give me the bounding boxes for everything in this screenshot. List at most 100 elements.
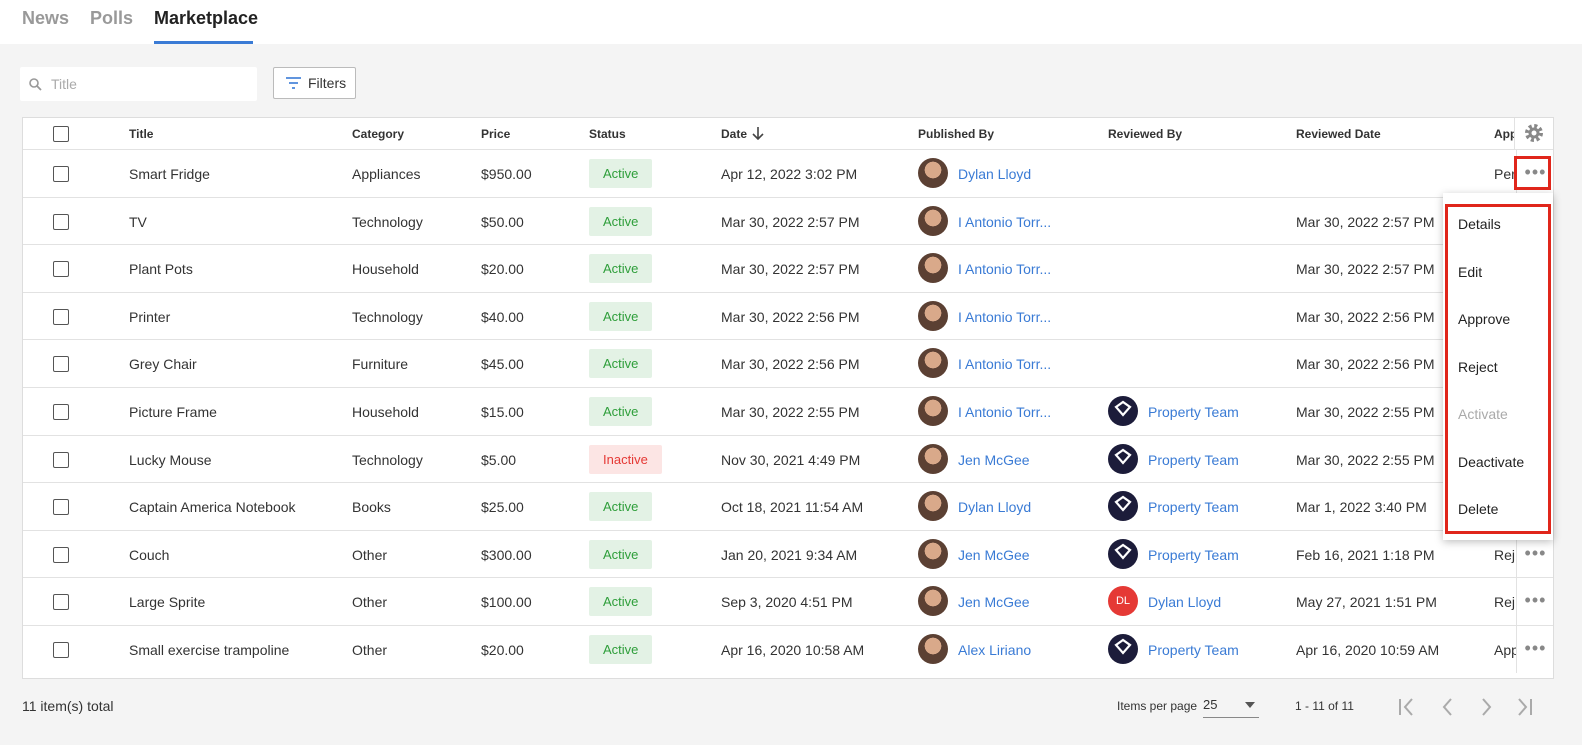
publisher-link[interactable]: I Antonio Torr... — [958, 308, 1052, 325]
reviewer-link[interactable]: Dylan Lloyd — [1148, 594, 1222, 611]
row-checkbox[interactable] — [53, 451, 69, 468]
team-logo — [1108, 396, 1138, 426]
logo-mark — [1114, 543, 1132, 560]
price-cell: $45.00 — [481, 356, 524, 373]
publisher-link[interactable]: I Antonio Torr... — [958, 261, 1052, 278]
column-header[interactable]: Reviewed By — [1108, 127, 1183, 141]
approval-cell: Rej — [1494, 594, 1516, 611]
menu-item[interactable]: Approve — [1458, 311, 1511, 327]
row-checkbox[interactable] — [53, 642, 69, 658]
table-row: Grey Chair Furniture $45.00 Active Mar 30, 2… — [23, 339, 1553, 388]
filters-button[interactable]: Filters — [273, 67, 356, 99]
header-checkbox[interactable] — [53, 126, 69, 142]
avatar — [918, 300, 948, 331]
category-cell: Books — [352, 499, 391, 516]
publisher-link[interactable]: I Antonio Torr... — [958, 404, 1052, 420]
menu-item[interactable]: Deactivate — [1458, 453, 1525, 470]
publisher-link[interactable]: Jen McGee — [958, 594, 1030, 611]
status-badge: Active — [589, 397, 653, 426]
pagination-buttons — [1399, 698, 1532, 716]
title-cell: Small exercise trampoline — [129, 642, 290, 658]
price-cell: $20.00 — [481, 642, 524, 658]
column-header[interactable]: Price — [481, 127, 511, 141]
column-header[interactable]: App — [1494, 127, 1518, 141]
tab[interactable]: Marketplace — [154, 8, 259, 28]
row-checkbox[interactable] — [53, 261, 69, 278]
per-page-label: Items per page — [1117, 699, 1198, 713]
title-cell: Couch — [129, 546, 170, 563]
row-checkbox[interactable] — [53, 546, 69, 563]
page-range: 1 - 11 of 11 — [1295, 699, 1354, 713]
table-row: Printer Technology $40.00 Active Mar 30, 202… — [23, 291, 1553, 341]
category-cell: Household — [352, 404, 419, 420]
filters-label: Filters — [308, 75, 347, 91]
team-logo — [1108, 538, 1138, 569]
avatar — [918, 634, 948, 664]
reviewed-date-cell: May 27, 2021 1:51 PM — [1296, 594, 1437, 611]
date-cell: Mar 30, 2022 2:57 PM — [721, 213, 860, 230]
reviewer-link[interactable]: Property Team — [1148, 404, 1239, 420]
publisher-link[interactable]: Alex Liriano — [958, 642, 1032, 658]
price-cell: $40.00 — [481, 308, 524, 325]
table: Title Category Price Status Date Published By… — [22, 117, 1554, 679]
menu-item[interactable]: Edit — [1458, 263, 1483, 280]
reviewed-date-cell: Mar 30, 2022 2:55 PM — [1296, 404, 1435, 420]
column-header[interactable]: Category — [352, 127, 405, 141]
publisher-link[interactable]: Dylan Lloyd — [958, 166, 1032, 182]
gear-icon — [1525, 124, 1543, 142]
settings-button[interactable] — [1514, 118, 1553, 150]
row-checkbox[interactable] — [53, 499, 69, 516]
avatar — [918, 205, 948, 236]
avatar — [918, 396, 948, 426]
date-cell: Sep 3, 2020 4:51 PM — [721, 594, 853, 611]
column-header[interactable]: Status — [589, 127, 626, 141]
tab-underline — [154, 41, 253, 44]
avatar — [918, 491, 948, 522]
reviewer-link[interactable]: Property Team — [1148, 642, 1239, 658]
row-checkbox[interactable] — [53, 308, 69, 325]
row-checkbox[interactable] — [53, 213, 69, 230]
menu-item[interactable]: Details — [1458, 216, 1501, 232]
publisher-link[interactable]: Jen McGee — [958, 546, 1030, 563]
column-header[interactable]: Title — [129, 127, 154, 141]
column-header[interactable]: Date — [721, 127, 748, 141]
title-cell: Grey Chair — [129, 356, 197, 373]
row-checkbox[interactable] — [53, 404, 69, 420]
status-badge: Active — [589, 492, 653, 522]
menu-item[interactable]: Delete — [1458, 501, 1499, 517]
publisher-link[interactable]: I Antonio Torr... — [958, 213, 1052, 230]
table-row: Smart Fridge Appliances $950.00 Active Apr 1… — [23, 149, 1553, 198]
title-cell: Printer — [129, 308, 171, 325]
table-row: TV Technology $50.00 Active Mar 30, 2022 2:5… — [23, 196, 1553, 246]
status-badge: Active — [589, 159, 653, 188]
search-box[interactable]: Title — [20, 67, 257, 101]
search-icon — [29, 78, 42, 91]
date-cell: Apr 12, 2022 3:02 PM — [721, 166, 858, 182]
tab[interactable]: Polls — [90, 8, 134, 28]
publisher-link[interactable]: I Antonio Torr... — [958, 356, 1052, 373]
date-cell: Nov 30, 2021 4:49 PM — [721, 451, 861, 468]
per-page-value: 25 — [1203, 697, 1218, 712]
title-cell: Smart Fridge — [129, 166, 210, 182]
row-actions[interactable]: ••• — [1516, 626, 1553, 673]
status-badge: Active — [589, 539, 653, 569]
row-checkbox[interactable] — [53, 356, 69, 373]
per-page-select[interactable]: 25 — [1203, 697, 1259, 718]
row-checkbox[interactable] — [53, 166, 69, 182]
column-header[interactable]: Published By — [918, 127, 995, 141]
reviewer-link[interactable]: Property Team — [1148, 451, 1239, 468]
row-checkbox[interactable] — [53, 594, 69, 611]
reviewer-link[interactable]: Property Team — [1148, 499, 1239, 516]
tab[interactable]: News — [22, 8, 70, 28]
items-total: 11 item(s) total — [22, 698, 114, 714]
approval-cell: Per — [1494, 166, 1516, 182]
publisher-link[interactable]: Dylan Lloyd — [958, 499, 1032, 516]
column-header[interactable]: Reviewed Date — [1296, 127, 1381, 141]
row-actions[interactable]: ••• — [1516, 578, 1553, 626]
publisher-link[interactable]: Jen McGee — [958, 451, 1030, 468]
category-cell: Technology — [352, 308, 423, 325]
table-row: Picture Frame Household $15.00 Active Mar 30… — [23, 387, 1553, 436]
menu-item[interactable]: Reject — [1458, 358, 1498, 375]
avatar — [918, 348, 948, 379]
reviewer-link[interactable]: Property Team — [1148, 546, 1239, 563]
